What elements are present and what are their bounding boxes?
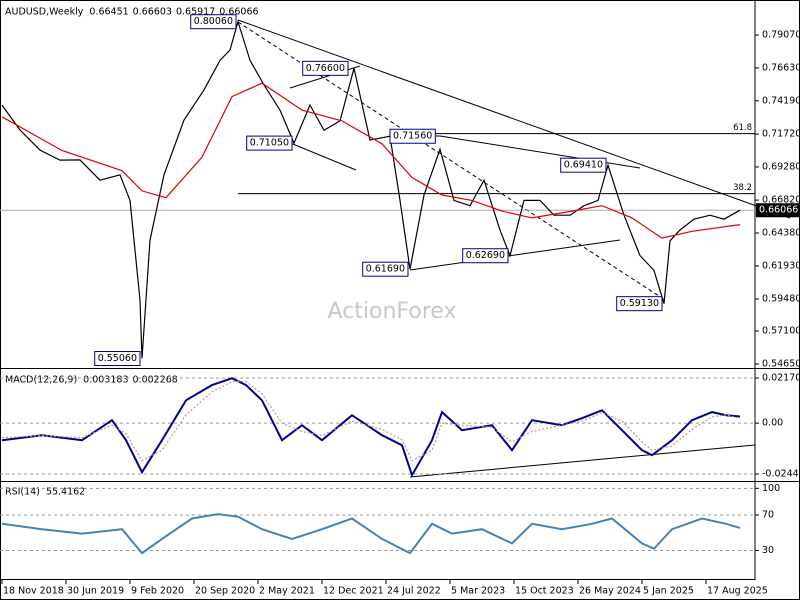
y-tick-label: 0.69280 — [762, 161, 800, 172]
price-annotation: 0.61690 — [362, 261, 409, 277]
y-tick-label: 0.54650 — [762, 359, 800, 370]
y-tick-label: 0.59480 — [762, 293, 800, 304]
series-line — [1, 82, 741, 239]
annotation-box — [462, 248, 509, 264]
x-tick-label: 18 Nov 2018 — [3, 586, 64, 597]
trend-line — [409, 444, 756, 478]
annotation-label: 0.71560 — [393, 131, 432, 142]
panel-title: RSI(14) — [5, 487, 40, 498]
header-value: 0.65917 — [176, 7, 215, 18]
x-tick-label: 12 Dec 2021 — [323, 586, 384, 597]
x-tick-label: 15 Oct 2023 — [515, 586, 574, 597]
series-line — [1, 377, 741, 478]
header-value: 0.003183 — [83, 375, 128, 386]
y-tick-label: 0.64380 — [762, 227, 800, 238]
y-tick-label: 0.79070 — [762, 30, 800, 41]
price-annotation: 0.62690 — [462, 248, 509, 264]
trend-line — [237, 19, 791, 219]
annotation-box — [190, 14, 237, 30]
price-annotation: 0.71050 — [246, 135, 293, 151]
x-tick-label: 5 Mar 2023 — [451, 586, 505, 597]
annotation-box — [302, 60, 349, 76]
annotation-box — [94, 351, 141, 367]
x-tick-label: 30 Jun 2019 — [67, 586, 124, 597]
x-tick-label: 26 May 2024 — [579, 586, 641, 597]
y-tick-label: 0.61930 — [762, 260, 800, 271]
y-tick-label: 0.021701 — [762, 373, 800, 384]
annotation-box — [246, 135, 293, 151]
fib-label: 38.2 — [733, 183, 752, 193]
header-value: 55.4162 — [46, 487, 85, 498]
x-tick-label: 9 Feb 2020 — [131, 586, 184, 597]
x-tick-label: 5 Jan 2025 — [643, 586, 694, 597]
y-tick-label: 0.00 — [762, 418, 783, 429]
trend-line — [409, 239, 621, 271]
annotation-label: 0.71050 — [250, 138, 289, 149]
price-annotation: 0.69410 — [560, 157, 607, 173]
header-value: 0.66603 — [133, 7, 172, 18]
price-annotation: 0.76600 — [302, 60, 349, 76]
current-price-label: 0.66066 — [759, 205, 798, 216]
y-tick-label: 70 — [762, 509, 774, 520]
x-tick-label: 2 May 2021 — [259, 586, 315, 597]
annotation-label: 0.69410 — [564, 160, 603, 171]
header-value: 0.66451 — [89, 7, 128, 18]
header-value: 0.002268 — [133, 375, 178, 386]
y-tick-label: 30 — [762, 545, 774, 556]
y-tick-label: 0.74190 — [762, 95, 800, 106]
y-tick-label: 0.66820 — [762, 195, 800, 206]
y-tick-label: 0.76630 — [762, 62, 800, 73]
y-tick-label: 0.71720 — [762, 129, 800, 140]
annotation-label: 0.80060 — [194, 16, 233, 27]
current-price-box — [756, 203, 799, 218]
annotation-box — [616, 296, 663, 312]
annotation-label: 0.62690 — [466, 250, 505, 261]
price-annotation: 0.59130 — [616, 296, 663, 312]
y-tick-label: 0.57100 — [762, 326, 800, 337]
x-tick-label: 17 Aug 2025 — [707, 586, 768, 597]
y-tick-label: -0.024445 — [762, 468, 800, 479]
fib-label: 61.8 — [733, 123, 752, 133]
x-tick-label: 20 Sep 2020 — [195, 586, 255, 597]
annotation-box — [362, 261, 409, 277]
series-line — [1, 380, 741, 462]
trend-line — [287, 141, 357, 171]
annotation-label: 0.61690 — [366, 264, 405, 275]
x-tick-label: 24 Jul 2022 — [387, 586, 441, 597]
watermark: ActionForex — [328, 299, 457, 324]
annotation-label: 0.55060 — [98, 353, 137, 364]
annotation-label: 0.59130 — [620, 298, 659, 309]
annotation-label: 0.76600 — [306, 63, 345, 74]
panel-title: AUDUSD,Weekly — [5, 7, 84, 18]
price-annotation: 0.71560 — [389, 128, 436, 144]
series-line — [1, 513, 741, 555]
annotation-box — [560, 157, 607, 173]
trend-line — [439, 135, 641, 169]
panel-title: MACD(12,26,9) — [5, 375, 77, 386]
header-value: 0.66066 — [219, 7, 258, 18]
price-annotation: 0.55060 — [94, 351, 141, 367]
annotation-box — [389, 128, 436, 144]
price-annotation: 0.80060 — [190, 14, 237, 30]
y-tick-label: 100 — [762, 483, 780, 494]
